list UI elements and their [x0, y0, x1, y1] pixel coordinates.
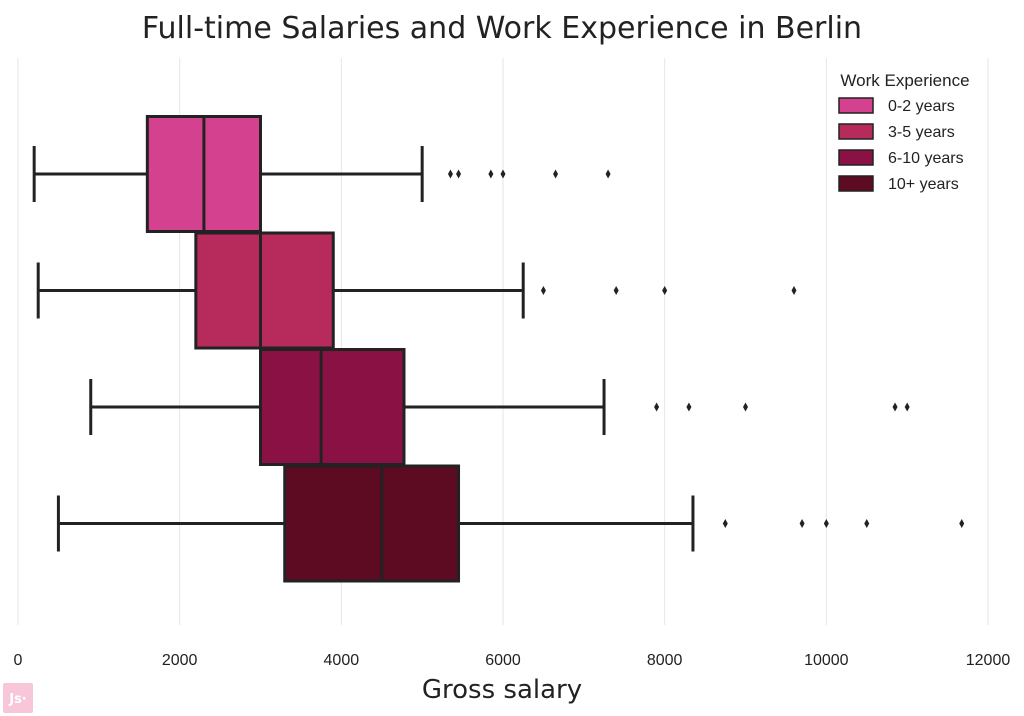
x-tick-label: 6000 — [485, 652, 521, 669]
x-tick-label: 12000 — [966, 652, 1011, 669]
outlier-point — [605, 169, 611, 179]
brand-logo: Js· — [3, 683, 33, 713]
outlier-point — [892, 402, 898, 412]
x-tick-label: 2000 — [162, 652, 198, 669]
box-iqr — [283, 464, 461, 583]
box-iqr — [259, 348, 406, 466]
legend-swatch — [838, 175, 874, 192]
outlier-point — [488, 169, 494, 179]
legend-title: Work Experience — [840, 71, 969, 90]
box-group — [36, 231, 797, 350]
outlier-point — [791, 286, 797, 295]
outlier-point — [613, 286, 619, 295]
box-group — [56, 464, 965, 583]
outlier-point — [456, 169, 462, 179]
legend-label: 6-10 years — [888, 150, 964, 167]
outlier-point — [959, 519, 965, 528]
x-tick-label: 0 — [14, 652, 23, 669]
outlier-point — [799, 519, 805, 528]
outlier-point — [686, 402, 692, 412]
outlier-point — [654, 402, 660, 412]
x-tick-label: 8000 — [647, 652, 683, 669]
x-tick-label: 4000 — [324, 652, 360, 669]
legend: Work Experience 0-2 years 3-5 years 6-10 y… — [838, 71, 970, 193]
outlier-point — [553, 169, 559, 179]
x-axis-label: Gross salary — [422, 675, 582, 705]
box-iqr — [194, 231, 335, 350]
legend-label: 10+ years — [888, 176, 959, 193]
plot-area — [32, 115, 965, 583]
outlier-point — [864, 519, 870, 528]
outlier-point — [823, 519, 829, 528]
outlier-point — [500, 169, 506, 179]
legend-label: 3-5 years — [888, 124, 955, 141]
outlier-point — [743, 402, 748, 412]
outlier-point — [662, 286, 668, 295]
logo-text: Js· — [8, 692, 27, 707]
outlier-point — [904, 402, 910, 412]
x-axis-ticks: 0 2000 4000 6000 8000 10000 12000 — [14, 652, 1011, 669]
x-tick-label: 10000 — [804, 652, 849, 669]
box-group — [32, 115, 611, 233]
outlier-point — [722, 519, 728, 528]
legend-swatch — [838, 97, 874, 114]
outlier-point — [540, 286, 546, 295]
chart-title: Full-time Salaries and Work Experience i… — [142, 11, 862, 46]
legend-swatch — [838, 149, 874, 166]
outlier-point — [447, 169, 453, 179]
legend-label: 0-2 years — [888, 98, 955, 115]
legend-swatch — [838, 123, 874, 140]
box-group — [89, 348, 910, 466]
